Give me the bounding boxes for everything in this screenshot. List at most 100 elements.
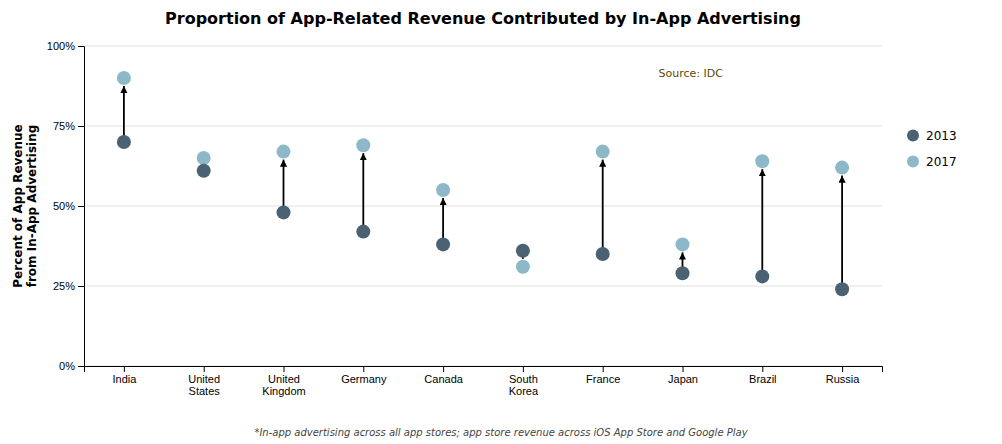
dot — [356, 138, 370, 152]
y-axis-title: Percent of App Revenuefrom In-App Advert… — [11, 124, 39, 287]
x-tick: Germany — [341, 366, 387, 385]
x-tick-label-line: Canada — [424, 373, 463, 385]
dot — [197, 164, 211, 178]
x-tick-label: Germany — [341, 373, 387, 385]
x-tick-label-line: Korea — [509, 385, 539, 397]
dot — [835, 282, 849, 296]
legend-label: 2017 — [926, 155, 957, 169]
dot — [516, 244, 530, 258]
footnote: *In-app advertising across all app store… — [254, 427, 748, 438]
dot — [676, 266, 690, 280]
y-axis-line — [78, 47, 85, 367]
dot — [117, 71, 131, 85]
y-tick: 75% — [53, 120, 84, 132]
x-tick: India — [112, 366, 137, 385]
dot — [596, 145, 610, 159]
y-tick-mark — [78, 286, 84, 287]
arrows — [124, 86, 842, 289]
legend-swatch — [907, 130, 919, 142]
x-tick: Canada — [424, 366, 463, 385]
dot — [436, 237, 450, 251]
marks — [117, 71, 849, 296]
title: Proportion of App-Related Revenue Contri… — [165, 9, 801, 28]
x-tick-label-line: Russia — [826, 373, 861, 385]
x-tick-mark — [284, 366, 285, 372]
x-tick-label-line: Japan — [668, 373, 698, 385]
change-arrow — [602, 160, 604, 254]
dot — [117, 135, 131, 149]
x-axis: IndiaUnitedStatesUnitedKingdomGermanyCan… — [85, 366, 883, 397]
grid-line — [84, 46, 882, 47]
x-tick: Japan — [668, 366, 698, 385]
dot — [755, 154, 769, 168]
x-tick: Russia — [826, 366, 861, 385]
x-tick: SouthKorea — [509, 366, 539, 397]
x-tick-mark — [204, 366, 205, 372]
x-tick-label-line: United — [268, 373, 300, 385]
y-tick-mark — [78, 366, 84, 367]
y-tick-label: 0% — [59, 360, 75, 372]
dot — [596, 247, 610, 261]
x-tick-mark — [842, 366, 843, 372]
change-arrow — [362, 153, 364, 231]
legend-item: 2013 — [907, 129, 957, 143]
x-tick-label: India — [112, 373, 137, 385]
chart-container: 0%25%50%75%100%IndiaUnitedStatesUnitedKi… — [0, 0, 1002, 444]
x-tick-label: Canada — [424, 373, 463, 385]
legend-swatch — [907, 156, 919, 168]
dot — [755, 269, 769, 283]
dot — [277, 205, 291, 219]
dot — [516, 260, 530, 274]
x-tick-label-line: France — [586, 373, 620, 385]
x-tick-label-line: South — [509, 373, 538, 385]
grid-line — [84, 286, 882, 287]
change-arrow — [283, 160, 285, 213]
x-axis-line — [85, 367, 883, 373]
y-tick-mark — [78, 206, 84, 207]
x-tick-label-line: India — [112, 373, 137, 385]
x-tick-mark — [683, 366, 684, 372]
grid — [84, 46, 882, 366]
annotation: Source: IDC — [659, 67, 724, 80]
y-tick: 100% — [47, 40, 84, 52]
legend-label: 2013 — [926, 129, 957, 143]
y-tick: 25% — [53, 280, 84, 292]
x-tick-label: Russia — [826, 373, 861, 385]
y-tick-mark — [78, 126, 84, 127]
series-0 — [117, 135, 849, 296]
dot — [197, 151, 211, 165]
x-tick-mark — [363, 366, 364, 372]
legend-item: 2017 — [907, 155, 957, 169]
dot — [835, 161, 849, 175]
x-tick-mark — [762, 366, 763, 372]
x-tick-mark — [124, 366, 125, 372]
y-tick-label: 75% — [53, 120, 75, 132]
y-tick-label: 100% — [47, 40, 75, 52]
y-tick-label: 25% — [53, 280, 75, 292]
change-arrow — [761, 169, 763, 276]
x-tick-label: SouthKorea — [509, 373, 539, 398]
x-tick-mark — [443, 366, 444, 372]
dot — [356, 225, 370, 239]
x-tick: France — [586, 366, 620, 385]
legend: 2013 2017 — [907, 129, 957, 169]
x-tick-label-line: Brazil — [749, 373, 777, 385]
dot — [676, 237, 690, 251]
chart-svg: 0%25%50%75%100%IndiaUnitedStatesUnitedKi… — [0, 0, 1002, 444]
dot — [277, 145, 291, 159]
x-tick-mark — [603, 366, 604, 372]
x-tick: UnitedKingdom — [262, 366, 305, 397]
y-axis-title-line: from In-App Advertising — [25, 125, 39, 288]
y-tick: 0% — [59, 360, 84, 372]
change-arrow — [841, 176, 843, 290]
x-tick-label: France — [586, 373, 620, 385]
x-tick-label: UnitedStates — [188, 373, 220, 398]
x-tick-label-line: United — [188, 373, 220, 385]
series-1 — [117, 71, 849, 274]
y-tick: 50% — [53, 200, 84, 212]
x-tick-label-line: Germany — [341, 373, 387, 385]
y-axis: 0% 25% 50% 75% 100% — [47, 40, 85, 372]
x-tick-mark — [523, 366, 524, 372]
x-tick-label-line: States — [189, 385, 221, 397]
x-tick-label: UnitedKingdom — [262, 373, 305, 398]
